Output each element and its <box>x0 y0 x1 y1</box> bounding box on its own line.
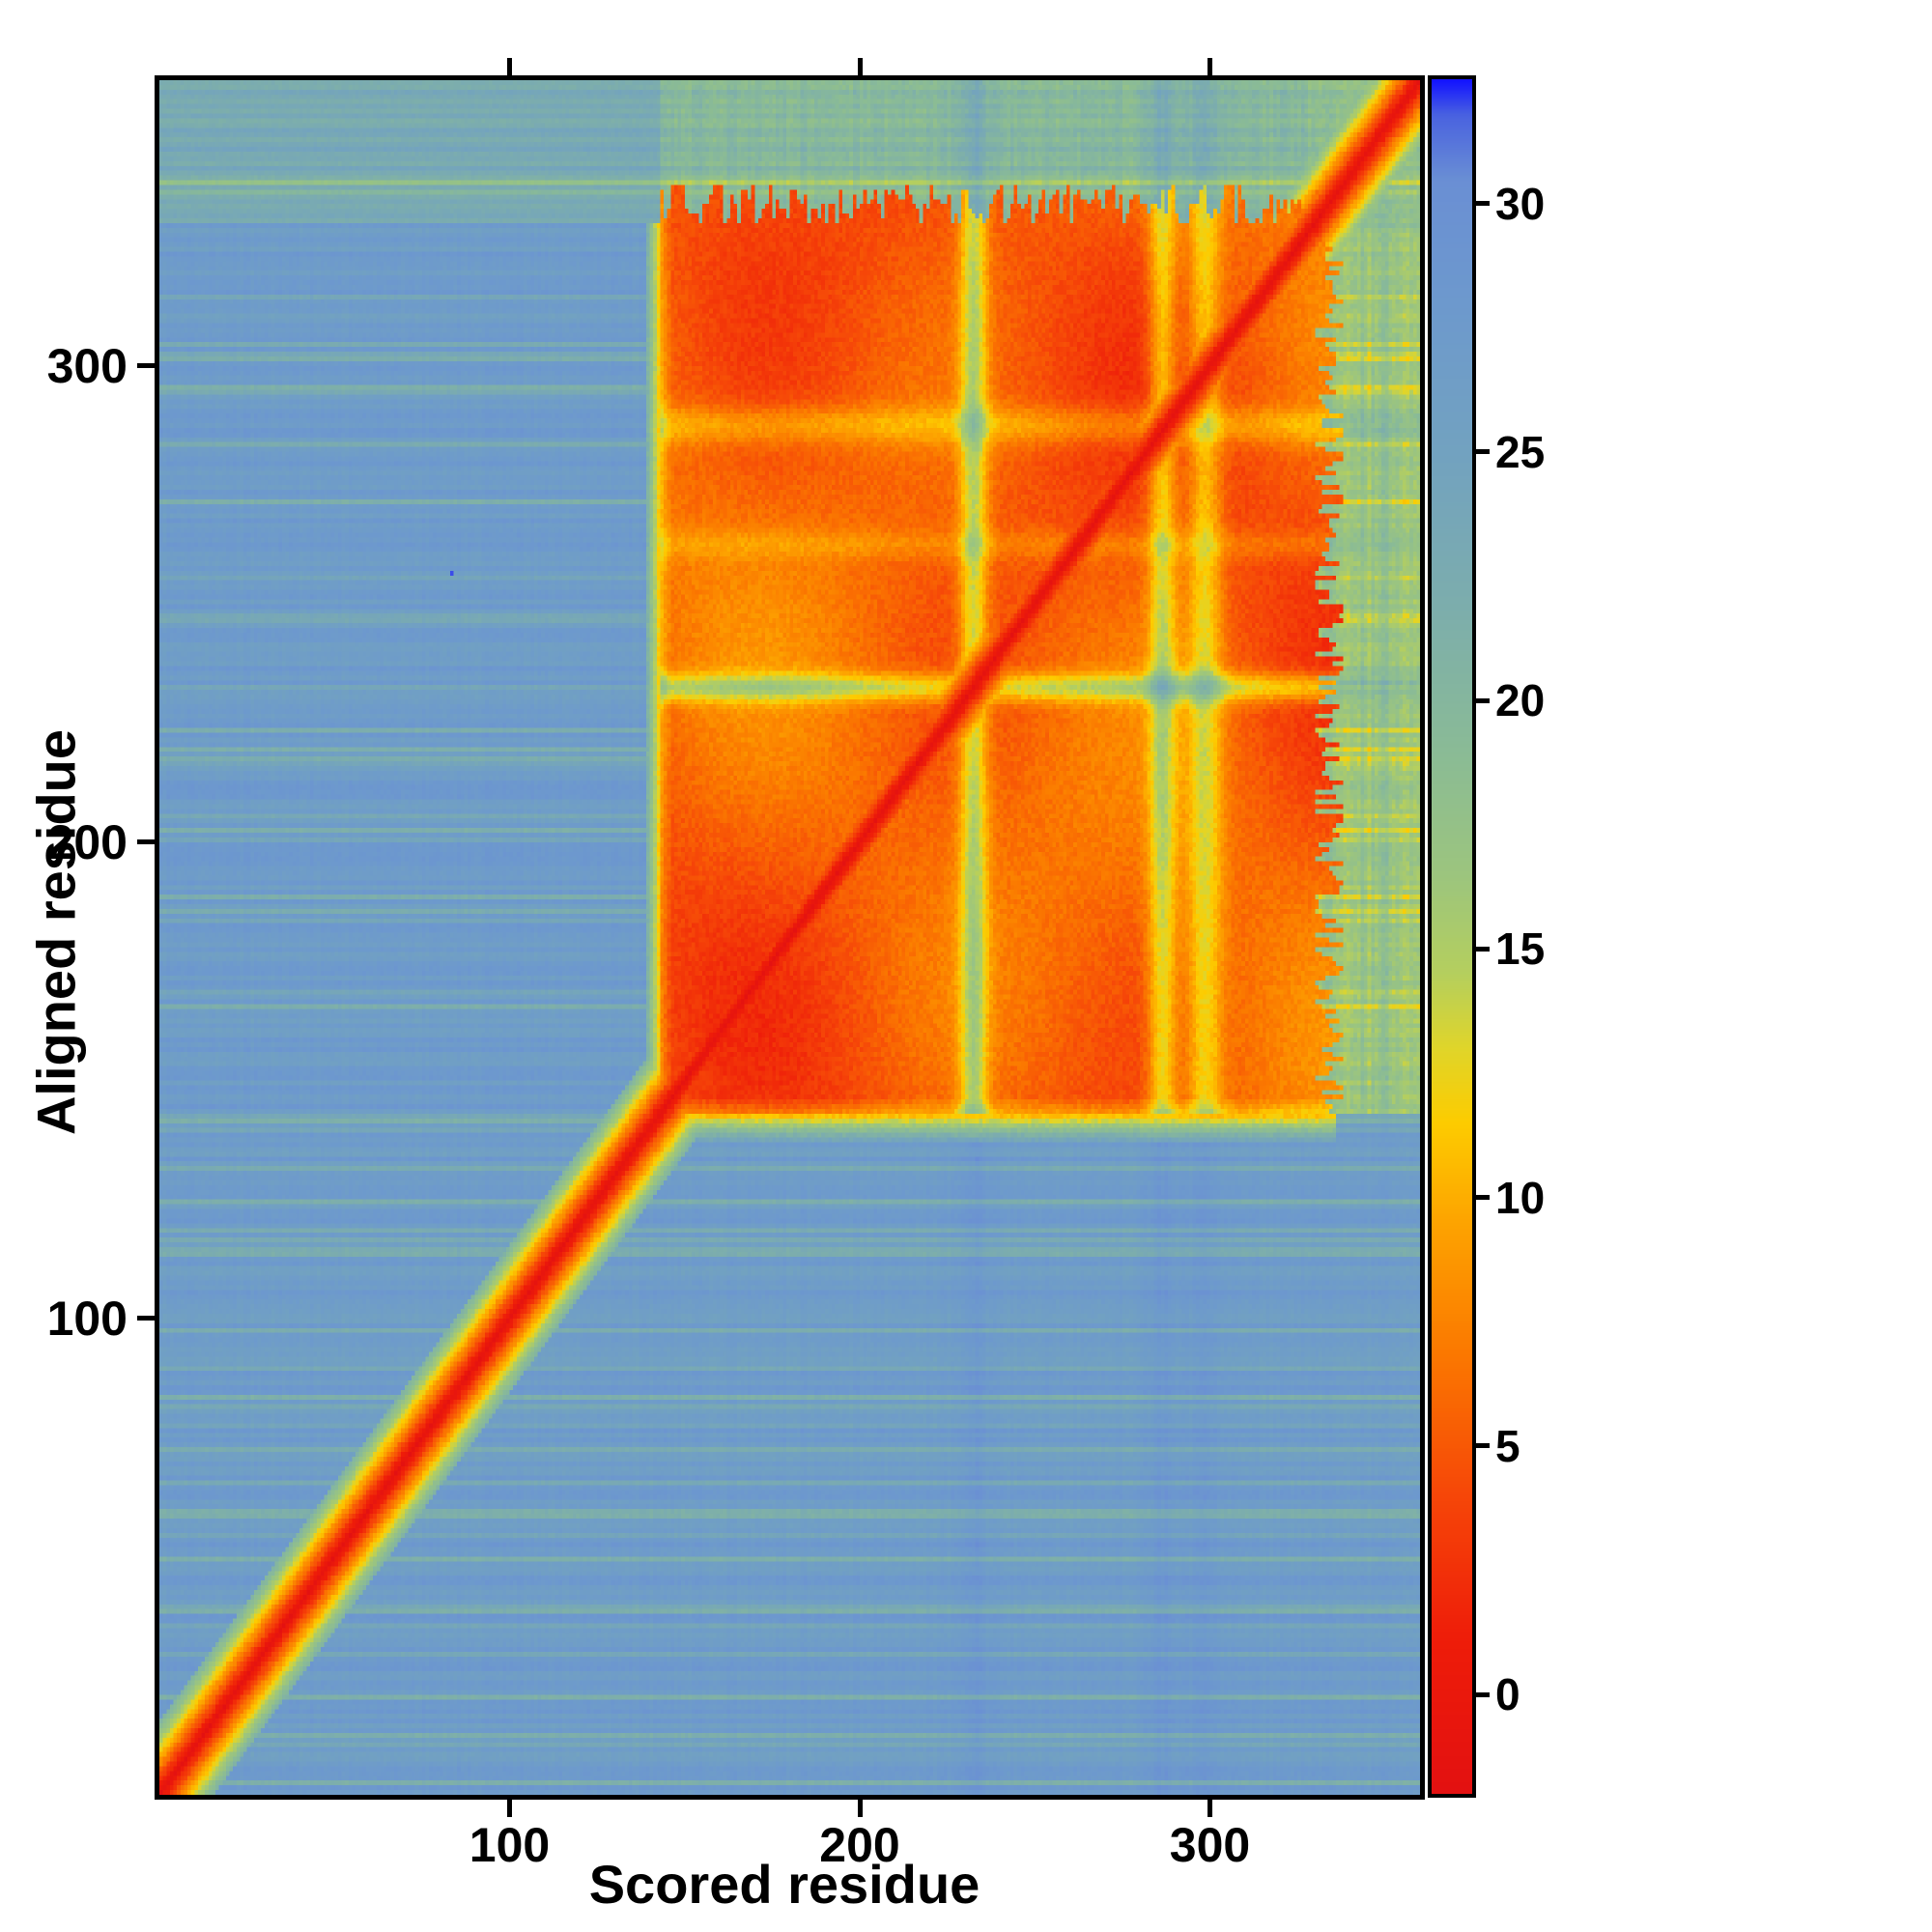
colorbar-tick-label: 30 <box>1495 178 1546 229</box>
colorbar-tick-mark <box>1476 449 1490 455</box>
x-tick-mark <box>507 1800 512 1817</box>
x-tick-mark <box>1208 1800 1212 1817</box>
colorbar-tick-label: 25 <box>1495 426 1546 477</box>
y-tick-mark <box>137 363 155 369</box>
heatmap-canvas <box>159 80 1420 1795</box>
colorbar-tick-label: 20 <box>1495 675 1546 726</box>
colorbar-tick-label: 0 <box>1495 1669 1520 1720</box>
colorbar <box>1428 75 1476 1798</box>
y-axis-label: Aligned residue <box>25 728 87 1136</box>
y-tick-mark <box>137 1316 155 1321</box>
y-tick-mark <box>137 839 155 845</box>
colorbar-tick-mark <box>1476 946 1490 952</box>
colorbar-tick-mark <box>1476 201 1490 207</box>
x-tick-mark-top <box>507 58 512 75</box>
colorbar-tick-label: 5 <box>1495 1420 1520 1471</box>
colorbar-tick-label: 15 <box>1495 923 1546 975</box>
x-tick-label: 300 <box>1169 1818 1251 1872</box>
x-tick-mark-top <box>1208 58 1212 75</box>
colorbar-canvas <box>1432 79 1472 1794</box>
colorbar-tick-mark <box>1476 1691 1490 1697</box>
colorbar-tick-mark <box>1476 697 1490 703</box>
y-tick-label: 200 <box>46 814 128 869</box>
x-tick-label: 200 <box>819 1818 900 1872</box>
x-tick-label: 100 <box>469 1818 551 1872</box>
y-tick-label: 300 <box>46 338 128 393</box>
colorbar-tick-mark <box>1476 1195 1490 1201</box>
colorbar-tick-label: 10 <box>1495 1172 1546 1223</box>
colorbar-tick-mark <box>1476 1443 1490 1449</box>
x-tick-mark-top <box>857 58 863 75</box>
x-axis-label: Scored residue <box>588 1854 980 1915</box>
x-tick-mark <box>857 1800 863 1817</box>
y-tick-label: 100 <box>46 1291 128 1346</box>
plot-area <box>155 75 1425 1800</box>
